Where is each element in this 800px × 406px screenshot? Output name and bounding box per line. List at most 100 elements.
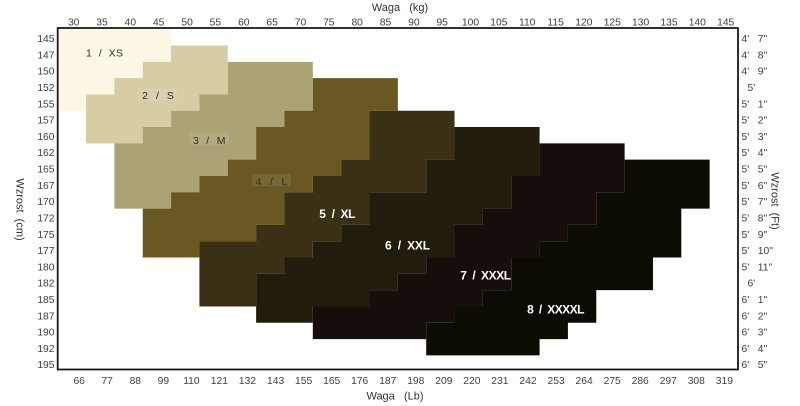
svg-text:175: 175 bbox=[37, 230, 54, 241]
svg-text:6 / XXL: 6 / XXL bbox=[385, 238, 430, 252]
svg-text:264: 264 bbox=[576, 376, 593, 387]
svg-text:150: 150 bbox=[37, 67, 54, 78]
svg-text:110: 110 bbox=[183, 376, 200, 387]
svg-text:209: 209 bbox=[435, 376, 452, 387]
svg-text:190: 190 bbox=[37, 328, 54, 339]
svg-text:180: 180 bbox=[37, 262, 54, 273]
svg-text:5' 1": 5' 1" bbox=[742, 99, 768, 110]
svg-text:5' 5": 5' 5" bbox=[742, 165, 768, 176]
svg-text:195: 195 bbox=[37, 360, 54, 371]
svg-text:5' 4": 5' 4" bbox=[742, 148, 768, 159]
svg-text:40: 40 bbox=[125, 18, 137, 29]
svg-text:297: 297 bbox=[660, 376, 677, 387]
svg-text:5': 5' bbox=[748, 83, 756, 94]
svg-text:135: 135 bbox=[660, 18, 677, 29]
svg-text:5' 6": 5' 6" bbox=[742, 181, 768, 192]
svg-text:8 / XXXXL: 8 / XXXXL bbox=[527, 303, 584, 317]
svg-text:80: 80 bbox=[351, 18, 363, 29]
svg-text:140: 140 bbox=[689, 18, 706, 29]
svg-text:6' 3": 6' 3" bbox=[742, 328, 768, 339]
svg-text:319: 319 bbox=[716, 376, 733, 387]
svg-text:35: 35 bbox=[96, 18, 108, 29]
svg-text:160: 160 bbox=[37, 132, 54, 143]
svg-text:95: 95 bbox=[436, 18, 448, 29]
svg-text:187: 187 bbox=[379, 376, 396, 387]
svg-text:5' 2": 5' 2" bbox=[742, 116, 768, 127]
svg-text:99: 99 bbox=[158, 376, 170, 387]
svg-text:253: 253 bbox=[548, 376, 565, 387]
svg-text:55: 55 bbox=[210, 18, 222, 29]
svg-text:145: 145 bbox=[37, 34, 54, 45]
svg-text:5' 3": 5' 3" bbox=[742, 132, 768, 143]
svg-text:198: 198 bbox=[407, 376, 424, 387]
svg-text:110: 110 bbox=[519, 18, 536, 29]
svg-text:60: 60 bbox=[238, 18, 250, 29]
svg-text:100: 100 bbox=[462, 18, 479, 29]
svg-text:45: 45 bbox=[153, 18, 165, 29]
svg-text:192: 192 bbox=[37, 344, 54, 355]
svg-text:Waga (Lb): Waga (Lb) bbox=[366, 390, 423, 402]
svg-text:125: 125 bbox=[604, 18, 621, 29]
svg-text:242: 242 bbox=[519, 376, 536, 387]
svg-text:155: 155 bbox=[37, 99, 54, 110]
svg-text:185: 185 bbox=[37, 295, 54, 306]
svg-text:Waga (kg): Waga (kg) bbox=[372, 2, 428, 14]
svg-text:105: 105 bbox=[490, 18, 507, 29]
svg-text:1 / XS: 1 / XS bbox=[86, 47, 123, 59]
svg-text:6' 5": 6' 5" bbox=[742, 360, 768, 371]
svg-text:6' 1": 6' 1" bbox=[742, 295, 768, 306]
svg-text:5' 7": 5' 7" bbox=[742, 197, 768, 208]
svg-text:77: 77 bbox=[101, 376, 113, 387]
svg-text:120: 120 bbox=[575, 18, 592, 29]
svg-text:5' 9": 5' 9" bbox=[742, 230, 768, 241]
svg-text:Wzrost (cm): Wzrost (cm) bbox=[14, 178, 26, 240]
svg-text:75: 75 bbox=[323, 18, 335, 29]
svg-text:308: 308 bbox=[688, 376, 705, 387]
svg-text:5 / XL: 5 / XL bbox=[319, 207, 355, 221]
svg-text:170: 170 bbox=[37, 197, 54, 208]
svg-text:4' 7": 4' 7" bbox=[742, 34, 768, 45]
svg-text:3 / M: 3 / M bbox=[193, 135, 226, 147]
svg-text:167: 167 bbox=[37, 181, 54, 192]
svg-text:115: 115 bbox=[547, 18, 564, 29]
svg-text:231: 231 bbox=[491, 376, 508, 387]
svg-text:143: 143 bbox=[267, 376, 284, 387]
svg-text:6' 2": 6' 2" bbox=[742, 311, 768, 322]
svg-text:70: 70 bbox=[295, 18, 307, 29]
svg-text:30: 30 bbox=[68, 18, 80, 29]
svg-text:275: 275 bbox=[604, 376, 621, 387]
svg-text:155: 155 bbox=[295, 376, 312, 387]
svg-text:130: 130 bbox=[632, 18, 649, 29]
svg-text:132: 132 bbox=[239, 376, 256, 387]
svg-text:172: 172 bbox=[37, 214, 54, 225]
svg-text:152: 152 bbox=[37, 83, 54, 94]
svg-text:50: 50 bbox=[181, 18, 193, 29]
svg-text:165: 165 bbox=[323, 376, 340, 387]
svg-text:Wzrost (Ft): Wzrost (Ft) bbox=[769, 172, 781, 229]
svg-text:2 / S: 2 / S bbox=[142, 90, 174, 102]
svg-text:5' 10": 5' 10" bbox=[742, 246, 774, 257]
svg-text:5' 11": 5' 11" bbox=[742, 262, 773, 273]
svg-text:121: 121 bbox=[211, 376, 228, 387]
svg-text:4' 8": 4' 8" bbox=[742, 50, 768, 61]
svg-text:286: 286 bbox=[632, 376, 649, 387]
svg-text:90: 90 bbox=[408, 18, 420, 29]
svg-text:6' 4": 6' 4" bbox=[742, 344, 768, 355]
svg-text:88: 88 bbox=[130, 376, 142, 387]
svg-text:85: 85 bbox=[380, 18, 392, 29]
svg-text:66: 66 bbox=[73, 376, 85, 387]
svg-text:7 / XXXL: 7 / XXXL bbox=[460, 269, 511, 283]
svg-text:177: 177 bbox=[37, 246, 54, 257]
svg-text:4 / L: 4 / L bbox=[256, 176, 288, 188]
svg-text:176: 176 bbox=[351, 376, 368, 387]
svg-text:182: 182 bbox=[37, 279, 54, 290]
svg-text:162: 162 bbox=[37, 148, 54, 159]
svg-text:157: 157 bbox=[37, 116, 54, 127]
svg-text:187: 187 bbox=[37, 311, 54, 322]
svg-text:6': 6' bbox=[748, 279, 756, 290]
svg-text:147: 147 bbox=[37, 50, 54, 61]
svg-text:145: 145 bbox=[717, 18, 734, 29]
svg-text:5' 8": 5' 8" bbox=[742, 214, 768, 225]
svg-text:4' 9": 4' 9" bbox=[742, 67, 768, 78]
svg-text:220: 220 bbox=[463, 376, 480, 387]
